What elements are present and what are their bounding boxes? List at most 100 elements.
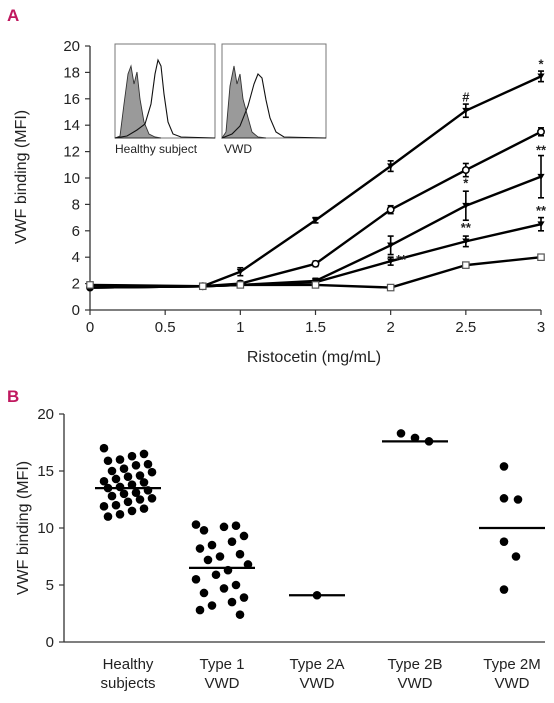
panel-b-data-point bbox=[231, 580, 241, 590]
panel-b-category-label: VWD bbox=[300, 675, 335, 692]
panel-b-category-label: Healthy bbox=[103, 656, 154, 673]
panel-b-data-point bbox=[127, 480, 137, 489]
panel-b-y-tick-label: 5 bbox=[46, 577, 54, 594]
panel-b-data-point bbox=[111, 474, 121, 484]
panel-b-data-point bbox=[103, 456, 113, 466]
panel-a-y-tick-label: 0 bbox=[72, 302, 80, 319]
flow-cytometry-inset bbox=[114, 43, 216, 139]
panel-b-data-point bbox=[131, 461, 141, 470]
panel-b-data-point bbox=[499, 462, 509, 471]
panel-b-data-point bbox=[199, 525, 209, 535]
panel-b-data-point bbox=[119, 464, 129, 474]
panel-b-data-point bbox=[410, 433, 420, 443]
panel-a-data-point bbox=[462, 107, 470, 114]
panel-b-y-tick-label: 10 bbox=[37, 520, 54, 537]
panel-a-y-tick-label: 16 bbox=[63, 91, 80, 108]
panel-a-y-tick-label: 8 bbox=[72, 196, 80, 213]
panel-b-data-point bbox=[135, 471, 145, 480]
panel-a-data-point bbox=[387, 163, 395, 170]
panel-a-x-tick-label: 3 bbox=[537, 319, 545, 336]
panel-a-data-point bbox=[537, 221, 545, 228]
panel-b-data-point bbox=[107, 491, 117, 501]
panel-a-y-tick-label: 10 bbox=[63, 170, 80, 187]
panel-b-data-point bbox=[235, 610, 245, 619]
panel-b-data-point bbox=[111, 500, 121, 510]
panel-b-category-label: VWD bbox=[495, 675, 530, 692]
inset-sample-histogram bbox=[114, 58, 216, 139]
panel-a-x-tick-label: 1.5 bbox=[305, 319, 326, 336]
panel-a-y-tick-label: 20 bbox=[63, 38, 80, 55]
panel-b-data-point bbox=[199, 588, 209, 598]
panel-b-category-label: Type 1 bbox=[199, 656, 244, 673]
panel-a-data-point bbox=[311, 259, 320, 268]
panel-b-data-point bbox=[107, 466, 117, 476]
panel-a-data-point bbox=[462, 238, 470, 245]
panel-a-y-tick-label: 6 bbox=[72, 223, 80, 240]
panel-b-data-point bbox=[239, 593, 249, 602]
panel-b-data-point bbox=[499, 537, 509, 546]
panel-b-data-point bbox=[499, 494, 509, 503]
panel-a-significance-mark: * bbox=[538, 56, 544, 71]
panel-b-data-point bbox=[99, 443, 109, 453]
panel-b-category-label: Type 2A bbox=[289, 656, 344, 673]
panel-b-y-tick-label: 15 bbox=[37, 463, 54, 480]
panel-a-data-point bbox=[236, 268, 244, 275]
panel-a-x-tick-label: 0 bbox=[86, 319, 94, 336]
panel-a-data-point bbox=[386, 283, 395, 292]
panel-b-data-point bbox=[191, 520, 201, 529]
panel-a-y-axis-title: VWF binding (MFI) bbox=[13, 110, 30, 244]
panel-a-label: A bbox=[7, 6, 19, 25]
panel-b-data-point bbox=[147, 467, 157, 477]
panel-b-data-point bbox=[143, 459, 153, 469]
panel-b-data-point bbox=[211, 570, 221, 580]
panel-b-data-point bbox=[123, 497, 133, 507]
panel-a-data-point bbox=[537, 173, 545, 180]
panel-a-data-point bbox=[537, 73, 545, 80]
panel-a-data-point bbox=[198, 282, 207, 291]
panel-b-data-point bbox=[231, 521, 241, 531]
panel-b-data-point bbox=[115, 455, 125, 464]
panel-b-chart: 0 5 10 15 20 Healthy subjects Type 1 VWD Type 2A V… bbox=[37, 406, 545, 692]
panel-b-data-point bbox=[139, 478, 149, 487]
panel-b-data-point bbox=[239, 531, 249, 541]
panel-b-data-point bbox=[99, 476, 109, 486]
panel-b-data-point bbox=[227, 537, 237, 546]
panel-b-data-point bbox=[123, 472, 133, 482]
panel-b-data-point bbox=[227, 597, 237, 607]
panel-b-category-label: VWD bbox=[205, 675, 240, 692]
panel-a-series-3-line bbox=[89, 175, 542, 289]
panel-b-data-point bbox=[511, 552, 521, 561]
panel-a-data-point bbox=[462, 202, 470, 209]
panel-b-data-point bbox=[396, 429, 406, 438]
panel-a-y-tick-label: 4 bbox=[72, 249, 80, 266]
panel-b-data-point bbox=[191, 575, 201, 584]
panel-b-data-point bbox=[513, 495, 523, 504]
panel-b-data-point bbox=[219, 584, 229, 593]
panel-b-category-label: subjects bbox=[100, 675, 155, 692]
panel-a-x-tick-label: 1 bbox=[236, 319, 244, 336]
panel-b-data-point bbox=[103, 512, 113, 521]
panel-a-data-point bbox=[387, 258, 395, 265]
panel-b-data-point bbox=[131, 488, 141, 497]
panel-b-data-point bbox=[127, 451, 137, 461]
panel-a-data-point bbox=[236, 281, 245, 289]
panel-a-y-tick-label: 12 bbox=[63, 144, 80, 161]
panel-b-data-point bbox=[127, 506, 137, 516]
panel-b-data-point bbox=[243, 560, 253, 569]
panel-b-label: B bbox=[7, 387, 19, 406]
panel-b-data-point bbox=[135, 495, 145, 504]
panel-b-data-point bbox=[195, 605, 205, 615]
panel-b-category-label: Type 2B bbox=[387, 656, 442, 673]
panel-a-significance-mark: ** bbox=[536, 142, 547, 157]
panel-a-significance-mark: * bbox=[463, 175, 469, 190]
panel-b-data-point bbox=[99, 502, 109, 511]
panel-b-data-point bbox=[195, 544, 205, 553]
panel-a-significance-mark: ** bbox=[536, 203, 547, 218]
panel-a-data-point bbox=[537, 253, 545, 262]
panel-a-significance-mark: ** bbox=[461, 220, 472, 235]
panel-b-data-point bbox=[499, 585, 509, 594]
panel-b-data-point bbox=[235, 549, 245, 559]
flow-cytometry-inset bbox=[221, 43, 327, 139]
panel-b-data-point bbox=[203, 555, 213, 565]
